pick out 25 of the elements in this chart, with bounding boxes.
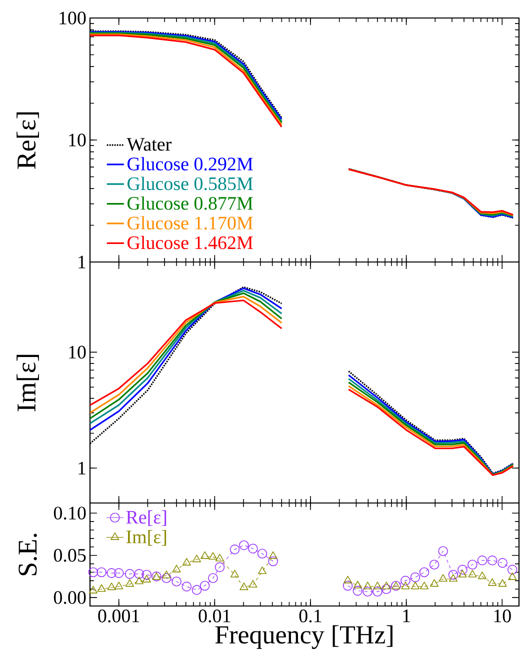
legend-label: Glucose 1.170M <box>128 216 253 230</box>
y-tick-label: 100 <box>60 12 86 24</box>
legend-label: Glucose 0.877M <box>128 196 253 210</box>
y-axis-title: Re[ε] <box>16 112 39 169</box>
y-tick-label: 0.10 <box>54 506 86 520</box>
x-tick-label: 0.001 <box>98 610 140 622</box>
legend-label: Re[ε] <box>126 510 166 526</box>
legend-label: Water <box>126 138 172 151</box>
x-axis-title: Frequency [THz] <box>215 625 392 649</box>
y-tick-label: 1 <box>78 462 86 474</box>
y-axis-title: S.E. <box>18 534 37 576</box>
legend-label: Glucose 1.462M <box>128 236 253 250</box>
y-tick-label: 0.05 <box>54 548 86 562</box>
legend-label: Glucose 0.585M <box>128 176 253 190</box>
y-axis-title: Im[ε] <box>16 354 39 412</box>
y-tick-label: 10 <box>69 346 86 359</box>
y-tick-label: 0.00 <box>54 591 86 604</box>
legend-label: Im[ε] <box>126 530 166 546</box>
x-tick-label: 0.01 <box>198 610 230 622</box>
legend-label: Glucose 0.292M <box>128 157 253 171</box>
x-tick-label: 1 <box>403 610 410 622</box>
y-tick-label: 10 <box>69 134 86 146</box>
x-tick-label: 0.1 <box>299 610 322 622</box>
y-tick-label: 1 <box>78 256 86 268</box>
x-tick-label: 10 <box>494 610 511 622</box>
